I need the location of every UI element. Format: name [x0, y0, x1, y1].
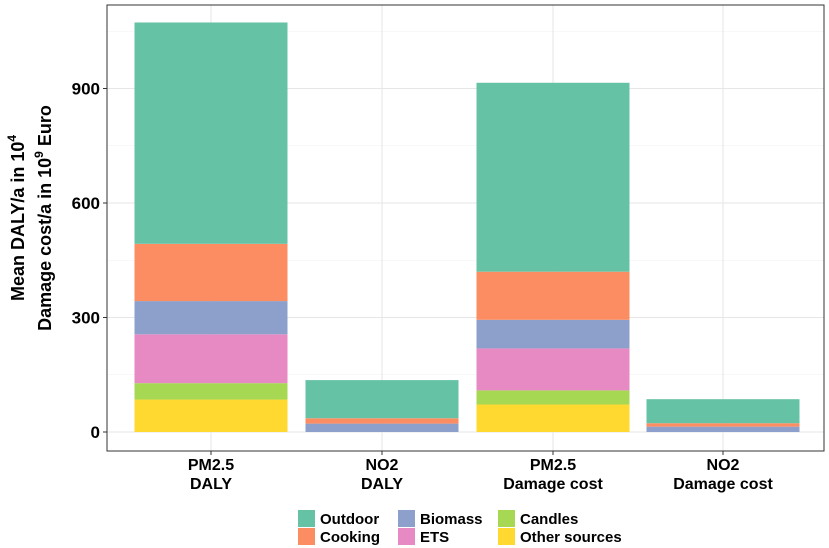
bar-segment-candles	[476, 390, 630, 405]
x-tick-label-line1: PM2.5	[530, 457, 576, 474]
bar-segment-cooking	[646, 423, 800, 427]
y-axis-title-line1: Mean DALY/a in 104	[5, 135, 28, 301]
bar-segment-other-sources	[476, 404, 630, 432]
bar-segment-outdoor	[305, 380, 459, 419]
bar-segment-cooking	[134, 243, 288, 302]
bar-segment-ets	[134, 334, 288, 384]
bar-segment-cooking	[476, 271, 630, 320]
legend-swatch-candles	[498, 510, 515, 527]
legend-label-biomass: Biomass	[420, 511, 483, 528]
y-axis-title-2: Damage cost/a in 109 Euro	[32, 105, 55, 331]
bars	[134, 22, 800, 432]
y-axis-title-line2: Damage cost/a in 109 Euro	[32, 105, 55, 331]
legend-swatch-biomass	[398, 510, 415, 527]
bar-segment-ets	[476, 348, 630, 391]
x-tick-label-line1: PM2.5	[188, 457, 234, 474]
bar-segment-biomass	[305, 423, 459, 432]
bar-segment-outdoor	[476, 82, 630, 272]
plot-panel-border	[106, 4, 825, 452]
legend-label-candles: Candles	[520, 511, 578, 528]
y-tick-label: 300	[72, 309, 100, 328]
legend-swatch-ets	[398, 528, 415, 545]
bar-segment-outdoor	[134, 22, 288, 244]
legend-swatch-other-sources	[498, 528, 515, 545]
bar-segment-other-sources	[134, 399, 288, 432]
bar-segment-candles	[134, 383, 288, 400]
x-tick-label-line1: NO2	[366, 457, 399, 474]
legend-label-cooking: Cooking	[320, 529, 380, 546]
bar-segment-biomass	[476, 319, 630, 349]
y-axis: 0 300 600 900	[72, 80, 107, 442]
x-tick-label-line2: DALY	[190, 476, 232, 493]
bar-segment-biomass	[134, 301, 288, 335]
x-tick-label-line2: DALY	[361, 476, 403, 493]
y-tick-label: 600	[72, 194, 100, 213]
x-tick-label-line2: Damage cost	[503, 476, 603, 493]
bar-segment-outdoor	[646, 399, 800, 424]
y-tick-label: 0	[91, 423, 100, 442]
x-axis: PM2.5 DALY NO2 DALY PM2.5 Damage cost NO2 Damag…	[188, 451, 773, 493]
legend-swatch-outdoor	[298, 510, 315, 527]
bar-segment-biomass	[646, 426, 800, 432]
x-tick-label-line2: Damage cost	[673, 476, 773, 493]
legend-label-outdoor: Outdoor	[320, 511, 379, 528]
legend-label-ets: ETS	[420, 529, 449, 546]
bar-segment-cooking	[305, 418, 459, 424]
y-tick-label: 900	[72, 80, 100, 99]
y-axis-title: Mean DALY/a in 104	[5, 135, 28, 301]
x-tick-label-line1: NO2	[707, 457, 740, 474]
legend-swatch-cooking	[298, 528, 315, 545]
legend-label-other-sources: Other sources	[520, 529, 622, 546]
